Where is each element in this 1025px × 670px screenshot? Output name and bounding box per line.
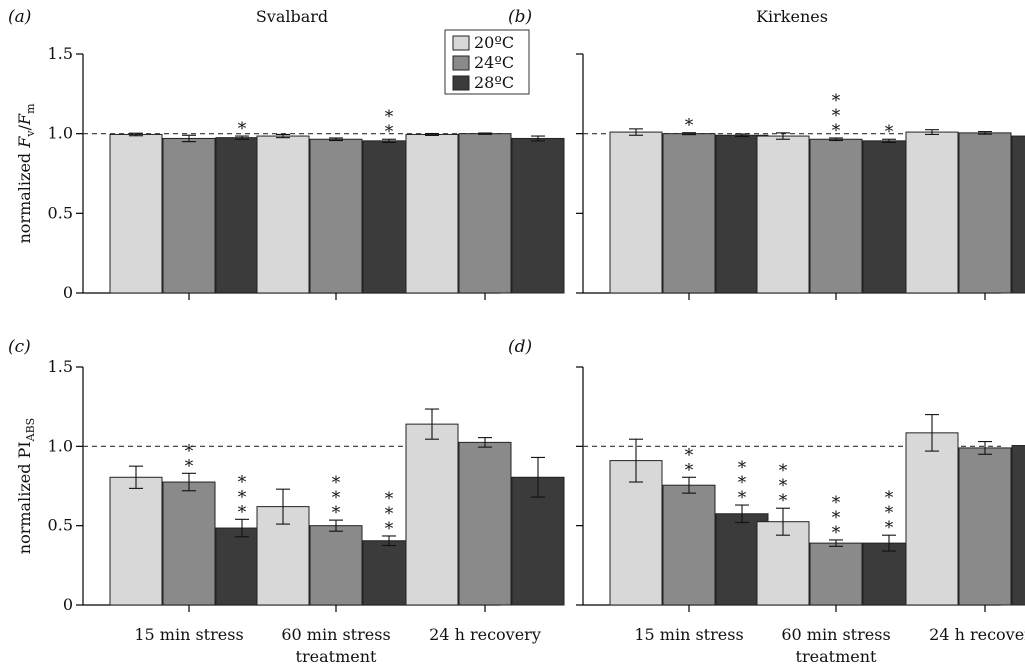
significance-star: *	[685, 445, 694, 465]
x-tick-label: 24 h recovery	[929, 625, 1025, 644]
panel-label: (c)	[8, 337, 31, 357]
bar	[511, 476, 565, 606]
bar	[109, 133, 163, 294]
legend-swatch	[452, 55, 470, 71]
significance-star: *	[238, 502, 247, 522]
bar	[458, 133, 512, 294]
bar	[309, 525, 363, 606]
x-tick-label: 60 min stress	[781, 625, 890, 644]
significance-star: *	[832, 121, 841, 141]
bar	[162, 137, 216, 294]
significance-star: *	[685, 460, 694, 480]
significance-star: *	[385, 519, 394, 539]
significance-star: *	[385, 122, 394, 142]
bar	[809, 138, 863, 294]
significance-star: *	[779, 491, 788, 511]
bar	[162, 481, 216, 606]
panel-b: (b) Kirkenes**** *	[508, 7, 1025, 300]
x-tick-label: 60 min stress	[281, 625, 390, 644]
x-tick-label: 15 min stress	[634, 625, 743, 644]
y-tick-label: 0.5	[48, 516, 73, 535]
bar	[756, 135, 810, 294]
significance-star: *	[779, 476, 788, 496]
bar	[1011, 445, 1025, 606]
significance-star: *	[385, 504, 394, 524]
bar	[1011, 135, 1025, 294]
panel-title: Svalbard	[256, 7, 328, 26]
y-tick-label: 0	[63, 595, 73, 614]
legend-label: 20ºC	[474, 33, 514, 52]
significance-star: *	[832, 523, 841, 543]
bar	[662, 484, 716, 606]
significance-star: *	[832, 493, 841, 513]
bar	[256, 135, 310, 294]
panel-label: (b)	[508, 7, 532, 27]
bar	[511, 137, 565, 294]
panel-label: (d)	[508, 337, 532, 357]
significance-star: *	[385, 489, 394, 509]
significance-star: *	[832, 106, 841, 126]
significance-star: *	[185, 441, 194, 461]
y-tick-label: 1.5	[48, 44, 73, 63]
bar	[609, 131, 663, 294]
significance-star: *	[885, 122, 894, 142]
panel-label: (a)	[8, 7, 31, 27]
y-tick-label: 0.5	[48, 203, 73, 222]
bar	[662, 133, 716, 294]
significance-star: *	[885, 503, 894, 523]
bar	[109, 476, 163, 606]
legend-label: 28ºC	[474, 73, 514, 92]
significance-star: *	[885, 488, 894, 508]
significance-star: *	[885, 518, 894, 538]
x-axis-label: treatment	[296, 647, 377, 666]
significance-star: *	[832, 91, 841, 111]
y-tick-label: 1.5	[48, 357, 73, 376]
significance-star: *	[738, 473, 747, 493]
bar	[958, 132, 1012, 294]
bar	[809, 542, 863, 606]
bar	[309, 138, 363, 294]
significance-star: *	[238, 119, 247, 139]
panel-d: (d)** ***15 min stress*** ******60 min str…	[508, 337, 1025, 666]
legend-swatch	[452, 75, 470, 91]
significance-star: *	[779, 461, 788, 481]
significance-star: *	[738, 458, 747, 478]
panel-title: Kirkenes	[756, 7, 828, 26]
x-tick-label: 15 min stress	[134, 625, 243, 644]
significance-star: *	[832, 508, 841, 528]
significance-star: *	[332, 503, 341, 523]
y-axis-label: normalized PIABS	[15, 418, 37, 554]
bar	[905, 432, 959, 606]
bar	[609, 460, 663, 606]
legend-swatch	[452, 35, 470, 51]
significance-star: *	[332, 473, 341, 493]
bar	[958, 447, 1012, 606]
y-tick-label: 1.0	[48, 436, 73, 455]
x-axis-label: treatment	[796, 647, 877, 666]
significance-star: *	[185, 456, 194, 476]
y-tick-label: 0	[63, 283, 73, 302]
significance-star: *	[332, 488, 341, 508]
significance-star: *	[738, 488, 747, 508]
significance-star: *	[238, 487, 247, 507]
significance-star: *	[685, 116, 694, 136]
legend-label: 24ºC	[474, 53, 514, 72]
bar	[405, 423, 459, 606]
bar	[405, 133, 459, 294]
significance-star: *	[385, 107, 394, 127]
y-axis-label: normalized Fv/Fm	[15, 103, 37, 244]
bar	[458, 441, 512, 606]
x-tick-label: 24 h recovery	[429, 625, 541, 644]
bar	[905, 131, 959, 294]
significance-star: *	[238, 472, 247, 492]
y-tick-label: 1.0	[48, 124, 73, 143]
